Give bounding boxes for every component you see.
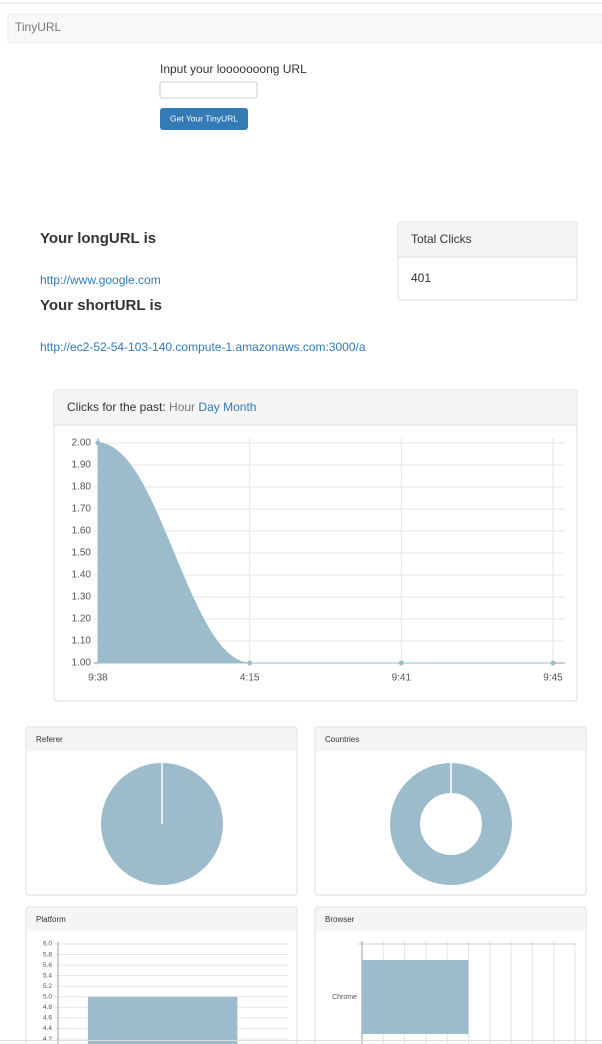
panel-title: Platform [36, 915, 66, 924]
point [550, 660, 556, 666]
y-tick-label: 5.8 [43, 951, 52, 958]
panel-title: Countries [325, 735, 359, 744]
panel-title: Total Clicks [411, 232, 472, 246]
panel-header [27, 908, 296, 931]
panel-title: Referer [36, 735, 63, 744]
point [247, 660, 253, 666]
y-tick-label: 1.10 [72, 636, 92, 647]
y-tick-label: 1.20 [72, 614, 92, 625]
panel-header [27, 728, 296, 751]
panel-header [399, 223, 576, 257]
y-tick-label: 6.0 [43, 941, 52, 948]
y-tick-label: 2.00 [72, 438, 92, 449]
panel-header [316, 908, 585, 931]
range-option[interactable]: Hour [169, 400, 195, 414]
y-tick-label: 1.50 [72, 548, 92, 559]
range-option[interactable]: Month [223, 400, 256, 414]
range-selector: Clicks for the past: Hour Day Month [67, 400, 256, 414]
y-tick-label: 4.8 [43, 1004, 52, 1011]
y-tick-label: 4.4 [43, 1025, 52, 1032]
panel-header [55, 391, 576, 425]
x-tick-label: 9:45 [543, 673, 563, 684]
bar [87, 996, 238, 1044]
y-tick-label: 5.0 [43, 994, 52, 1001]
long-url[interactable]: http://www.google.com [40, 273, 161, 287]
brand[interactable]: TinyURL [15, 20, 62, 34]
y-tick-label: 1.80 [72, 482, 92, 493]
point [95, 440, 101, 446]
y-tick-label: 1.30 [72, 592, 92, 603]
input-label: Input your looooooong URL [160, 62, 307, 76]
y-tick-label: 1.70 [72, 504, 92, 515]
short-url[interactable]: http://ec2-52-54-103-140.compute-1.amazo… [40, 340, 366, 354]
countries-panel [314, 726, 587, 896]
bar [362, 960, 469, 1034]
range-option[interactable]: Day [198, 400, 219, 414]
y-tick-label: 1.90 [72, 460, 92, 471]
url-input[interactable] [159, 81, 258, 99]
panel-header [316, 728, 585, 751]
y-tick-label: 5.4 [43, 972, 52, 979]
y-tick-label: 5.2 [43, 983, 52, 990]
short-heading: Your shortURL is [40, 297, 162, 314]
y-tick-label: 4.6 [43, 1015, 52, 1022]
y-tick-label: 5.6 [43, 962, 52, 969]
point [398, 660, 404, 666]
panel-title: Browser [325, 915, 355, 924]
submit-button-label[interactable]: Get Your TinyURL [170, 113, 238, 123]
area [97, 442, 553, 664]
x-tick-label: 4:15 [240, 673, 260, 684]
y-tick-label: 4.2 [43, 1036, 52, 1043]
y-tick-label: 1.60 [72, 526, 92, 537]
navbar [7, 13, 602, 44]
submit-button[interactable] [160, 108, 248, 130]
x-tick-label: 9:38 [88, 673, 108, 684]
y-tick-label: Chrome [332, 994, 357, 1001]
y-tick-label: 1.00 [72, 658, 92, 669]
range-label: Clicks for the past: [67, 400, 166, 414]
y-tick-label: 1.40 [72, 570, 92, 581]
x-tick-label: 9:41 [392, 673, 412, 684]
total-clicks: 401 [411, 271, 431, 285]
long-heading: Your longURL is [40, 230, 156, 247]
